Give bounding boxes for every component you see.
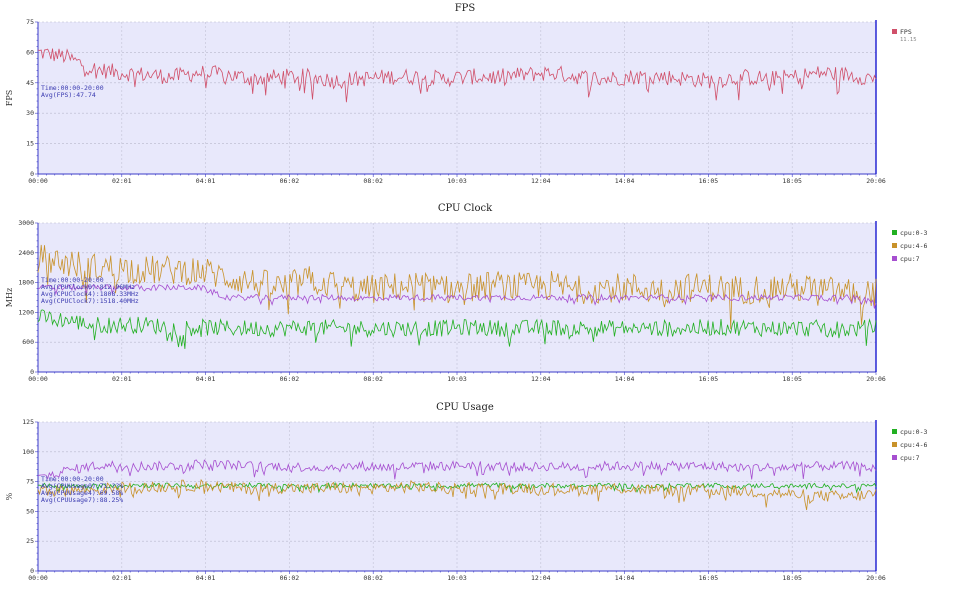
series-line-cpu-4-6	[37, 478, 877, 511]
legend-label: cpu:7	[900, 255, 920, 263]
y-tick-label: 75	[26, 478, 34, 486]
x-tick-label: 20:06	[866, 177, 886, 185]
series-line-cpu-4-6	[37, 244, 877, 330]
y-tick-label: 0	[30, 170, 34, 178]
y-tick-label: 50	[26, 507, 34, 515]
legend-label: cpu:4-6	[900, 242, 927, 250]
y-tick-label: 0	[30, 368, 34, 376]
x-tick-label: 12:04	[531, 375, 551, 383]
y-tick-label: 75	[26, 18, 34, 26]
x-tick-label: 02:01	[112, 574, 132, 582]
x-tick-label: 00:00	[28, 375, 48, 383]
avg-annotation: Time:00:00-20:00	[41, 475, 104, 483]
y-tick-label: 60	[26, 48, 34, 56]
x-tick-label: 06:02	[280, 375, 300, 383]
avg-annotation: Avg(CPUUsage0):71.??%	[41, 482, 123, 490]
chart-cpu-usage: CPU Usage 0 25 50 75 100 125 00:00 02:01 04:01 06:…	[5, 402, 927, 582]
y-axis-label: MHz	[5, 288, 14, 307]
y-tick-label: 15	[26, 140, 34, 148]
series-line-cpu-7	[37, 283, 877, 309]
y-tick-label: 600	[22, 338, 34, 346]
x-tick-label: 10:03	[447, 375, 467, 383]
legend-label: cpu:4-6	[900, 441, 927, 449]
y-tick-label: 25	[26, 537, 34, 545]
y-tick-label: 2400	[18, 249, 34, 257]
legend-swatch	[892, 256, 897, 261]
legend-swatch	[892, 243, 897, 248]
legend-swatch	[892, 442, 897, 447]
x-tick-label: 16:05	[699, 574, 719, 582]
x-tick-label: 12:04	[531, 574, 551, 582]
y-tick-label: 100	[22, 448, 34, 456]
y-tick-label: 3000	[18, 219, 34, 227]
y-tick-label: 0	[30, 567, 34, 575]
avg-annotation: Time:00:00-20:00	[41, 276, 104, 284]
x-tick-label: 06:02	[280, 574, 300, 582]
chart-title: FPS	[455, 3, 476, 14]
x-tick-label: 10:03	[447, 177, 467, 185]
x-tick-label: 10:03	[447, 574, 467, 582]
x-tick-label: 04:01	[196, 574, 216, 582]
series-line-cpu-0-3	[37, 309, 877, 349]
y-tick-label: 45	[26, 79, 34, 87]
x-tick-label: 06:02	[280, 177, 300, 185]
y-axis-label: %	[5, 492, 14, 500]
x-tick-label: 18:05	[782, 574, 802, 582]
x-tick-label: 18:05	[782, 375, 802, 383]
x-tick-label: 16:05	[699, 177, 719, 185]
x-tick-label: 00:00	[28, 177, 48, 185]
y-tick-label: 125	[22, 418, 34, 426]
avg-annotation: Avg(CPUClock4):1808.33MHz	[41, 290, 139, 298]
plot-area	[38, 422, 876, 571]
legend-label: cpu:7	[900, 454, 920, 462]
legend-swatch	[892, 455, 897, 460]
avg-annotation: Avg(CPUClock0):812.96MHz	[41, 283, 135, 291]
y-axis-label: FPS	[5, 90, 14, 106]
x-tick-label: 02:01	[112, 177, 132, 185]
x-tick-label: 08:02	[363, 574, 383, 582]
x-tick-label: 18:05	[782, 177, 802, 185]
x-tick-label: 08:02	[363, 375, 383, 383]
legend-sublabel: 11.15	[900, 37, 917, 43]
x-tick-label: 04:01	[196, 177, 216, 185]
legend-label: cpu:0-3	[900, 229, 927, 237]
y-tick-label: 30	[26, 109, 34, 117]
x-tick-label: 20:06	[866, 574, 886, 582]
plot-area	[38, 223, 876, 372]
legend-label: cpu:0-3	[900, 428, 927, 436]
legend-swatch	[892, 230, 897, 235]
series-line-cpu-7	[37, 459, 877, 480]
x-tick-label: 14:04	[615, 177, 635, 185]
x-tick-label: 04:01	[196, 375, 216, 383]
y-tick-label: 1200	[18, 308, 34, 316]
chart-title: CPU Usage	[436, 402, 494, 413]
x-tick-label: 16:05	[699, 375, 719, 383]
avg-annotation: Avg(CPUUsage4):69.58%	[41, 489, 123, 497]
y-tick-label: 1800	[18, 279, 34, 287]
legend-swatch	[892, 429, 897, 434]
avg-annotation: Avg(FPS):47.74	[41, 91, 96, 99]
legend-label: FPS	[900, 28, 912, 36]
x-tick-label: 20:06	[866, 375, 886, 383]
x-tick-label: 00:00	[28, 574, 48, 582]
chart-title: CPU Clock	[438, 203, 493, 214]
avg-annotation: Avg(CPUClock7):1518.40MHz	[41, 297, 139, 305]
x-tick-label: 12:04	[531, 177, 551, 185]
x-tick-label: 14:04	[615, 375, 635, 383]
legend-swatch	[892, 29, 897, 34]
chart-cpu-clock: CPU Clock 0 600 1200 1800 2400 3000 00:00 02:01 0…	[5, 203, 927, 383]
x-tick-label: 02:01	[112, 375, 132, 383]
x-tick-label: 14:04	[615, 574, 635, 582]
x-tick-label: 08:02	[363, 177, 383, 185]
avg-annotation: Time:00:00-20:00	[41, 84, 104, 92]
avg-annotation: Avg(CPUUsage7):88.25%	[41, 496, 123, 504]
chart-fps: FPS 0 15 30 45 60 75 00:00 02:01 04:01 06:02 08:02 1…	[5, 3, 917, 185]
series-line-fps	[37, 48, 877, 103]
